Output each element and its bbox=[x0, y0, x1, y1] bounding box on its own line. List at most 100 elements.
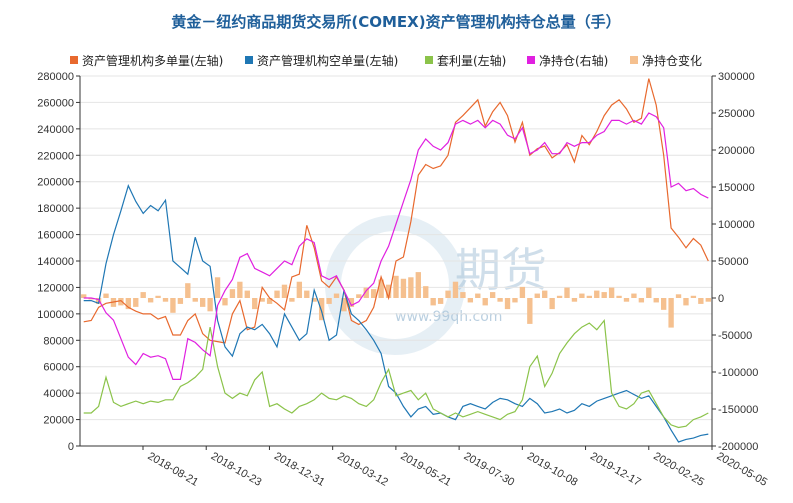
left-tick-label: 120000 bbox=[37, 282, 74, 294]
left-tick-label: 20000 bbox=[43, 415, 74, 427]
net-change-bar bbox=[252, 298, 258, 310]
net-change-bar bbox=[118, 298, 124, 306]
x-tick-label: 2019-03-12 bbox=[335, 450, 390, 489]
net-change-bar bbox=[88, 298, 94, 300]
net-change-bar bbox=[133, 298, 139, 307]
net-change-bar bbox=[497, 298, 503, 302]
net-change-bar bbox=[147, 298, 154, 303]
net-change-bar bbox=[311, 298, 317, 302]
short-position-line bbox=[83, 184, 709, 443]
net-change-bar bbox=[229, 289, 236, 298]
left-tick-label: 40000 bbox=[43, 388, 74, 400]
net-change-bar bbox=[363, 287, 369, 298]
left-tick-label: 0 bbox=[68, 441, 74, 453]
net-change-bar bbox=[631, 293, 637, 298]
left-tick-label: 180000 bbox=[37, 203, 74, 215]
net-change-bar bbox=[408, 277, 414, 298]
net-change-bar bbox=[371, 289, 377, 298]
legend-label: 资产管理机构空单量(左轴) bbox=[257, 53, 398, 68]
net-change-bar bbox=[177, 298, 184, 304]
net-change-bar bbox=[103, 293, 109, 298]
net-change-bar bbox=[594, 290, 600, 298]
net-change-bar bbox=[489, 292, 496, 298]
net-change-bar bbox=[683, 298, 689, 306]
net-change-bar bbox=[586, 295, 592, 298]
net-change-bar bbox=[690, 295, 697, 298]
net-change-bar bbox=[698, 298, 704, 304]
net-change-bar bbox=[430, 298, 436, 306]
net-change-bar bbox=[653, 298, 659, 303]
legend-label: 资产管理机构多单量(左轴) bbox=[82, 53, 223, 68]
net-position-line bbox=[83, 112, 709, 380]
net-change-bar bbox=[341, 298, 347, 312]
chart-title: 黄金－纽约商品期货交易所(COMEX)资产管理机构持仓总量（手） bbox=[171, 13, 620, 31]
net-change-bar bbox=[237, 281, 243, 298]
net-change-bar bbox=[460, 292, 466, 298]
net-change-bar bbox=[207, 298, 213, 312]
net-change-bar bbox=[356, 294, 362, 298]
net-change-bar bbox=[705, 298, 711, 302]
right-tick-label: 50000 bbox=[718, 256, 749, 268]
left-tick-label: 160000 bbox=[37, 230, 74, 242]
net-change-bar bbox=[222, 298, 228, 306]
x-tick-label: 2019-05-21 bbox=[398, 450, 453, 489]
left-tick-label: 80000 bbox=[43, 335, 74, 347]
net-change-bar bbox=[660, 298, 667, 310]
legend-swatch bbox=[245, 56, 253, 64]
x-tick-label: 2019-10-08 bbox=[525, 450, 580, 489]
right-tick-label: 150000 bbox=[718, 182, 755, 194]
net-change-bar bbox=[140, 292, 146, 298]
legend-swatch bbox=[70, 56, 78, 64]
line-series bbox=[83, 78, 709, 443]
net-change-bar bbox=[608, 287, 615, 298]
bar-series bbox=[81, 272, 711, 328]
right-tick-label: -100000 bbox=[718, 367, 758, 379]
right-tick-label: 100000 bbox=[718, 219, 755, 231]
net-change-bar bbox=[333, 293, 340, 298]
net-change-bar bbox=[318, 298, 325, 321]
legend-swatch bbox=[425, 56, 433, 64]
right-tick-label: 300000 bbox=[718, 71, 755, 83]
net-change-bar bbox=[214, 277, 221, 298]
legend-label: 净持仓(右轴) bbox=[539, 53, 608, 68]
net-change-bar bbox=[348, 298, 355, 307]
left-tick-label: 100000 bbox=[37, 309, 74, 321]
legend: 资产管理机构多单量(左轴) 资产管理机构空单量(左轴) 套利量(左轴) 净持仓(右轴)… bbox=[70, 53, 702, 68]
net-change-bar bbox=[467, 298, 474, 303]
net-change-bar bbox=[125, 298, 132, 310]
left-tick-label: 140000 bbox=[37, 256, 74, 268]
net-change-bar bbox=[393, 275, 399, 298]
watermark-url: www.99qh.com bbox=[395, 309, 502, 325]
right-tick-label: 250000 bbox=[718, 108, 755, 120]
x-tick-label: 2019-12-17 bbox=[588, 450, 643, 489]
x-tick-label: 2020-05-05 bbox=[715, 450, 770, 489]
net-change-bar bbox=[274, 290, 280, 298]
legend-swatch bbox=[527, 56, 535, 64]
net-change-bar bbox=[638, 298, 645, 303]
net-change-bar bbox=[646, 287, 652, 298]
long-position-line bbox=[83, 78, 709, 344]
left-tick-label: 240000 bbox=[37, 124, 74, 136]
net-change-bar bbox=[675, 294, 682, 298]
net-change-bar bbox=[534, 293, 540, 298]
net-change-bar bbox=[519, 286, 526, 298]
left-tick-label: 280000 bbox=[37, 71, 74, 83]
net-change-bar bbox=[281, 284, 288, 298]
right-tick-label: -200000 bbox=[718, 441, 758, 453]
legend-label: 套利量(左轴) bbox=[437, 53, 506, 68]
net-change-bar bbox=[155, 295, 161, 298]
net-change-bar bbox=[616, 295, 622, 298]
net-change-bar bbox=[81, 294, 87, 298]
net-change-bar bbox=[668, 298, 674, 328]
net-change-bar bbox=[378, 279, 384, 298]
net-change-bar bbox=[475, 293, 481, 298]
right-tick-label: -150000 bbox=[718, 404, 758, 416]
net-change-bar bbox=[200, 298, 206, 307]
net-change-bar bbox=[549, 298, 555, 310]
x-tick-label: 2018-10-23 bbox=[209, 450, 264, 489]
net-change-bar bbox=[185, 283, 191, 298]
net-change-bar bbox=[170, 298, 176, 313]
net-change-bar bbox=[415, 272, 421, 298]
net-change-bar bbox=[571, 298, 578, 302]
